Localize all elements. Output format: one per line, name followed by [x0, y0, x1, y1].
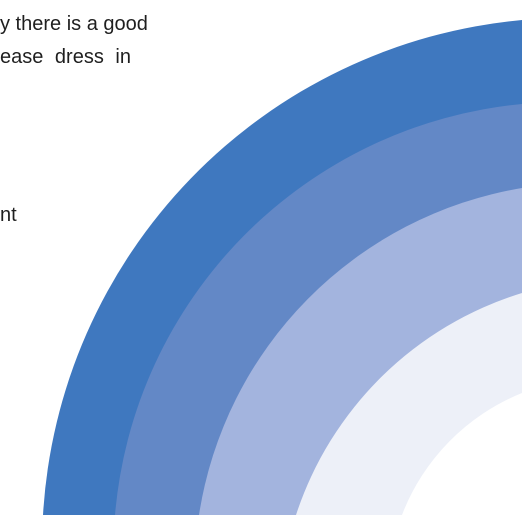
body-text-line-1: y there is a good [0, 13, 148, 35]
rainbow-hole [402, 393, 522, 515]
body-text-line-2: ease dress in [0, 46, 131, 68]
body-text-line-3: nt [0, 204, 17, 226]
